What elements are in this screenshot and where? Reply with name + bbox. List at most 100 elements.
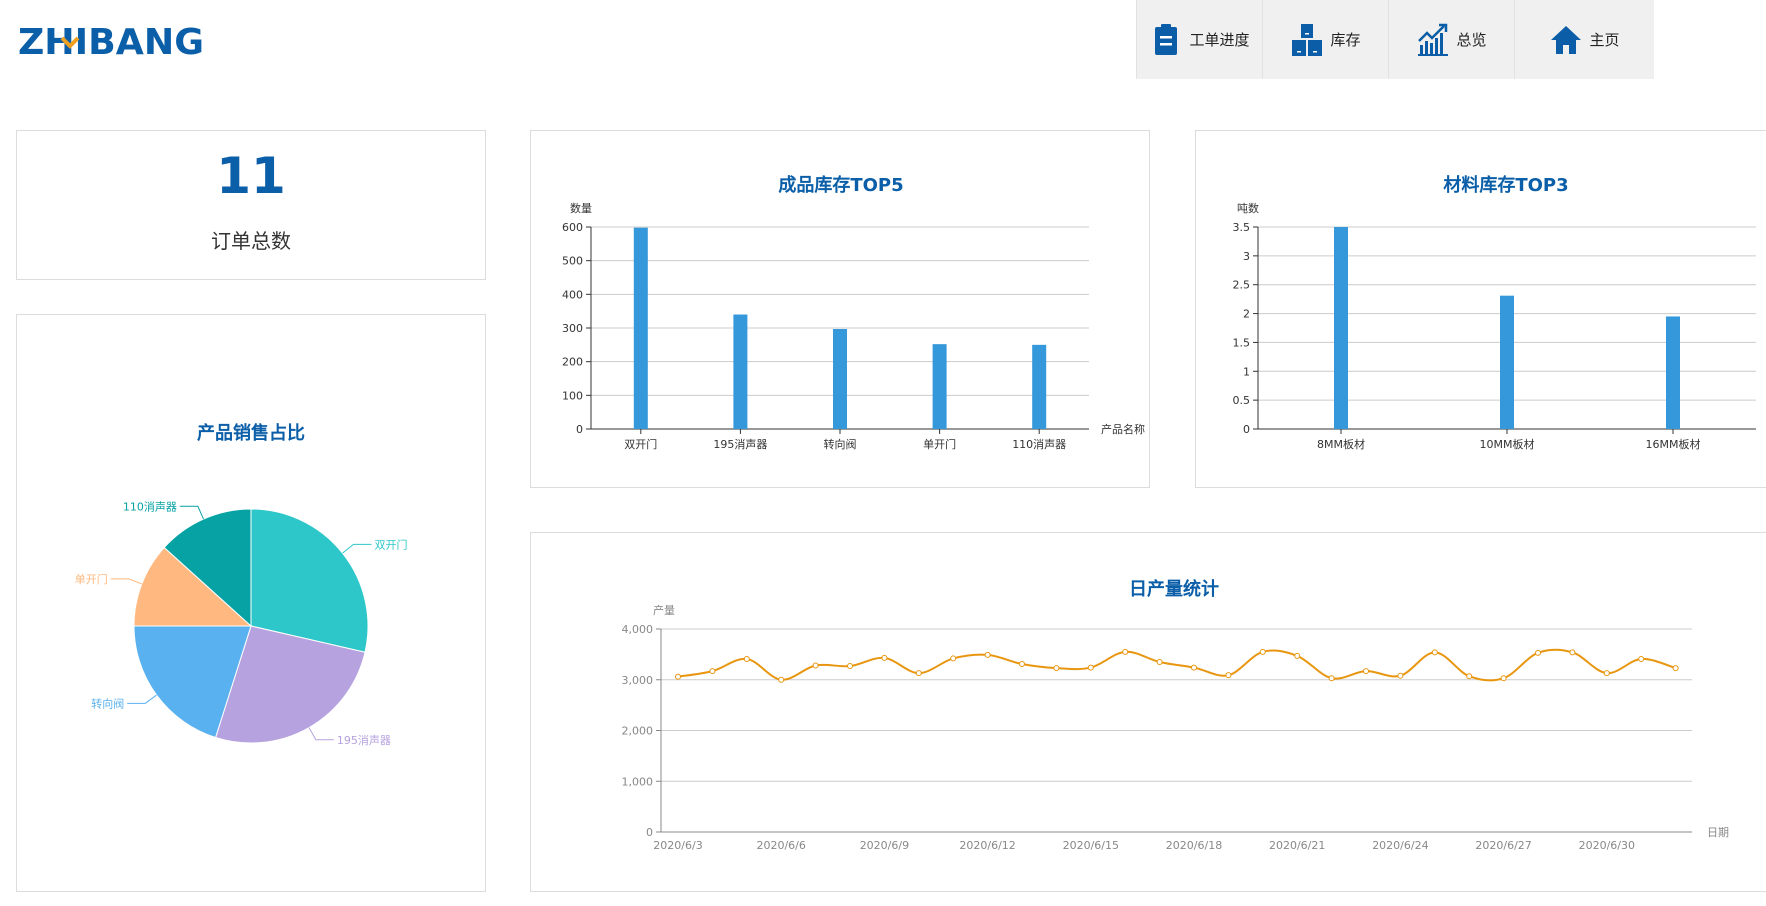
- y-tick-label: 4,000: [622, 623, 654, 636]
- nav-work-order-progress[interactable]: 工单进度: [1136, 0, 1262, 79]
- data-point: [1638, 655, 1645, 662]
- pie-label-line: [110, 578, 142, 585]
- product-stock-card: 成品库存TOP5 0 100 200 300 400 500 600 数量 产品名称 双开门 195…: [530, 130, 1150, 488]
- x-tick-label: 110消声器: [1012, 437, 1066, 451]
- y-tick-label: 1: [1243, 365, 1250, 378]
- x-tick-label: 2020/6/15: [1063, 839, 1119, 852]
- trend-chart-icon: [1418, 23, 1449, 56]
- x-axis-label: 产品名称: [1101, 422, 1145, 436]
- order-total-card: 11 订单总数: [16, 130, 486, 280]
- y-axis-label: 产量: [653, 603, 675, 617]
- line-title: 日产量统计: [1129, 579, 1219, 600]
- pie-label: 单开门: [75, 572, 108, 586]
- x-tick-label: 8MM板材: [1317, 437, 1365, 451]
- y-tick-label: 400: [562, 288, 583, 301]
- pie-label: 转向阀: [91, 696, 124, 710]
- bar2-title: 材料库存TOP3: [1443, 175, 1569, 196]
- sales-pie-card: 产品销售占比 双开门 195消声器 转向阀 单开门 110消声器: [16, 314, 486, 892]
- data-point: [812, 662, 819, 669]
- data-point: [1672, 665, 1679, 672]
- data-point: [1363, 668, 1369, 675]
- nav-label: 库存: [1330, 31, 1361, 49]
- x-tick-label: 2020/6/24: [1372, 839, 1428, 852]
- data-point: [709, 668, 716, 675]
- data-point: [1122, 648, 1129, 655]
- material-stock-chart: 0 0.5 1 1.5 2 2.5 3 3.5 吨数 8MM板材 10MM板材 16MM板材: [1233, 202, 1756, 451]
- zhibang-logo[interactable]: ZHIBANG: [18, 20, 208, 60]
- daily-output-card: 日产量统计 0 1,000 2,000 3,000 4,000 产量 日期 2020/6/3 2…: [530, 532, 1766, 892]
- pie-label-line: [179, 505, 204, 520]
- y-axis-label: 吨数: [1237, 202, 1259, 215]
- data-point: [1087, 664, 1094, 671]
- x-tick-label: 转向阀: [824, 437, 857, 451]
- x-tick-label: 双开门: [624, 437, 657, 451]
- order-total-label: 订单总数: [211, 229, 291, 253]
- bar: [633, 227, 648, 429]
- y-tick-label: 0: [646, 826, 653, 839]
- pie-slice: [163, 508, 252, 628]
- x-axis-label: 日期: [1707, 826, 1729, 839]
- order-total-value: 11: [216, 147, 286, 205]
- data-point: [1053, 665, 1060, 672]
- y-tick-label: 600: [562, 221, 583, 234]
- bar: [833, 329, 847, 429]
- x-tick-label: 单开门: [923, 437, 956, 451]
- data-point: [847, 663, 853, 670]
- nav-home[interactable]: 主页: [1514, 0, 1654, 79]
- x-tick-label: 2020/6/12: [959, 839, 1015, 852]
- x-tick-label: 2020/6/27: [1475, 839, 1531, 852]
- nav-overview[interactable]: 总览: [1388, 0, 1514, 79]
- y-tick-label: 3.5: [1233, 221, 1251, 234]
- data-point: [778, 676, 785, 683]
- y-tick-label: 2,000: [622, 725, 654, 738]
- x-tick-label: 2020/6/18: [1166, 839, 1222, 852]
- data-point: [1431, 649, 1438, 656]
- data-point: [1397, 672, 1404, 679]
- data-point: [1569, 649, 1576, 656]
- nav-label: 总览: [1456, 31, 1487, 49]
- pie-label: 110消声器: [123, 499, 177, 513]
- nav-label: 主页: [1589, 31, 1620, 49]
- y-tick-label: 0: [1243, 423, 1250, 436]
- pie-label: 195消声器: [337, 733, 391, 747]
- bar1-title: 成品库存TOP5: [778, 175, 904, 196]
- series-line: [677, 648, 1676, 682]
- data-point: [1328, 675, 1335, 682]
- nav-inventory[interactable]: 库存: [1262, 0, 1388, 79]
- x-tick-label: 2020/6/21: [1269, 839, 1325, 852]
- y-axis-label: 数量: [570, 202, 592, 215]
- x-tick-label: 2020/6/6: [756, 839, 805, 852]
- data-point: [984, 651, 991, 658]
- data-point: [1603, 670, 1610, 677]
- x-tick-label: 2020/6/30: [1579, 839, 1635, 852]
- bar: [932, 344, 947, 429]
- svg-text:ZHIBANG: ZHIBANG: [18, 22, 204, 60]
- x-tick-label: 195消声器: [713, 437, 767, 451]
- material-stock-card: 材料库存TOP3 0 0.5 1 1.5 2 2.5 3 3.5 吨数 8MM板材 10MM板材 16…: [1195, 130, 1766, 488]
- data-point: [1466, 673, 1473, 680]
- pie-slice: [133, 625, 252, 739]
- pie-label-line: [342, 543, 372, 554]
- bar: [1666, 316, 1680, 429]
- data-point: [1225, 672, 1232, 679]
- data-point: [881, 654, 888, 661]
- y-tick-label: 200: [562, 356, 583, 369]
- pie-label-line: [308, 727, 334, 741]
- data-point: [1500, 675, 1507, 682]
- data-point: [1535, 649, 1541, 656]
- y-tick-label: 0: [576, 423, 583, 436]
- y-tick-label: 100: [562, 389, 583, 402]
- y-tick-label: 0.5: [1233, 394, 1251, 407]
- home-icon: [1551, 25, 1582, 54]
- x-tick-label: 16MM板材: [1646, 437, 1701, 451]
- pie-slice: [133, 546, 253, 627]
- bar: [1334, 227, 1348, 429]
- data-point: [675, 673, 681, 680]
- y-tick-label: 300: [562, 322, 583, 335]
- clipboard-icon: [1155, 23, 1178, 55]
- sales-pie-chart: 双开门 195消声器 转向阀 单开门 110消声器: [75, 499, 408, 747]
- data-point: [1019, 661, 1025, 668]
- bar: [1032, 344, 1047, 429]
